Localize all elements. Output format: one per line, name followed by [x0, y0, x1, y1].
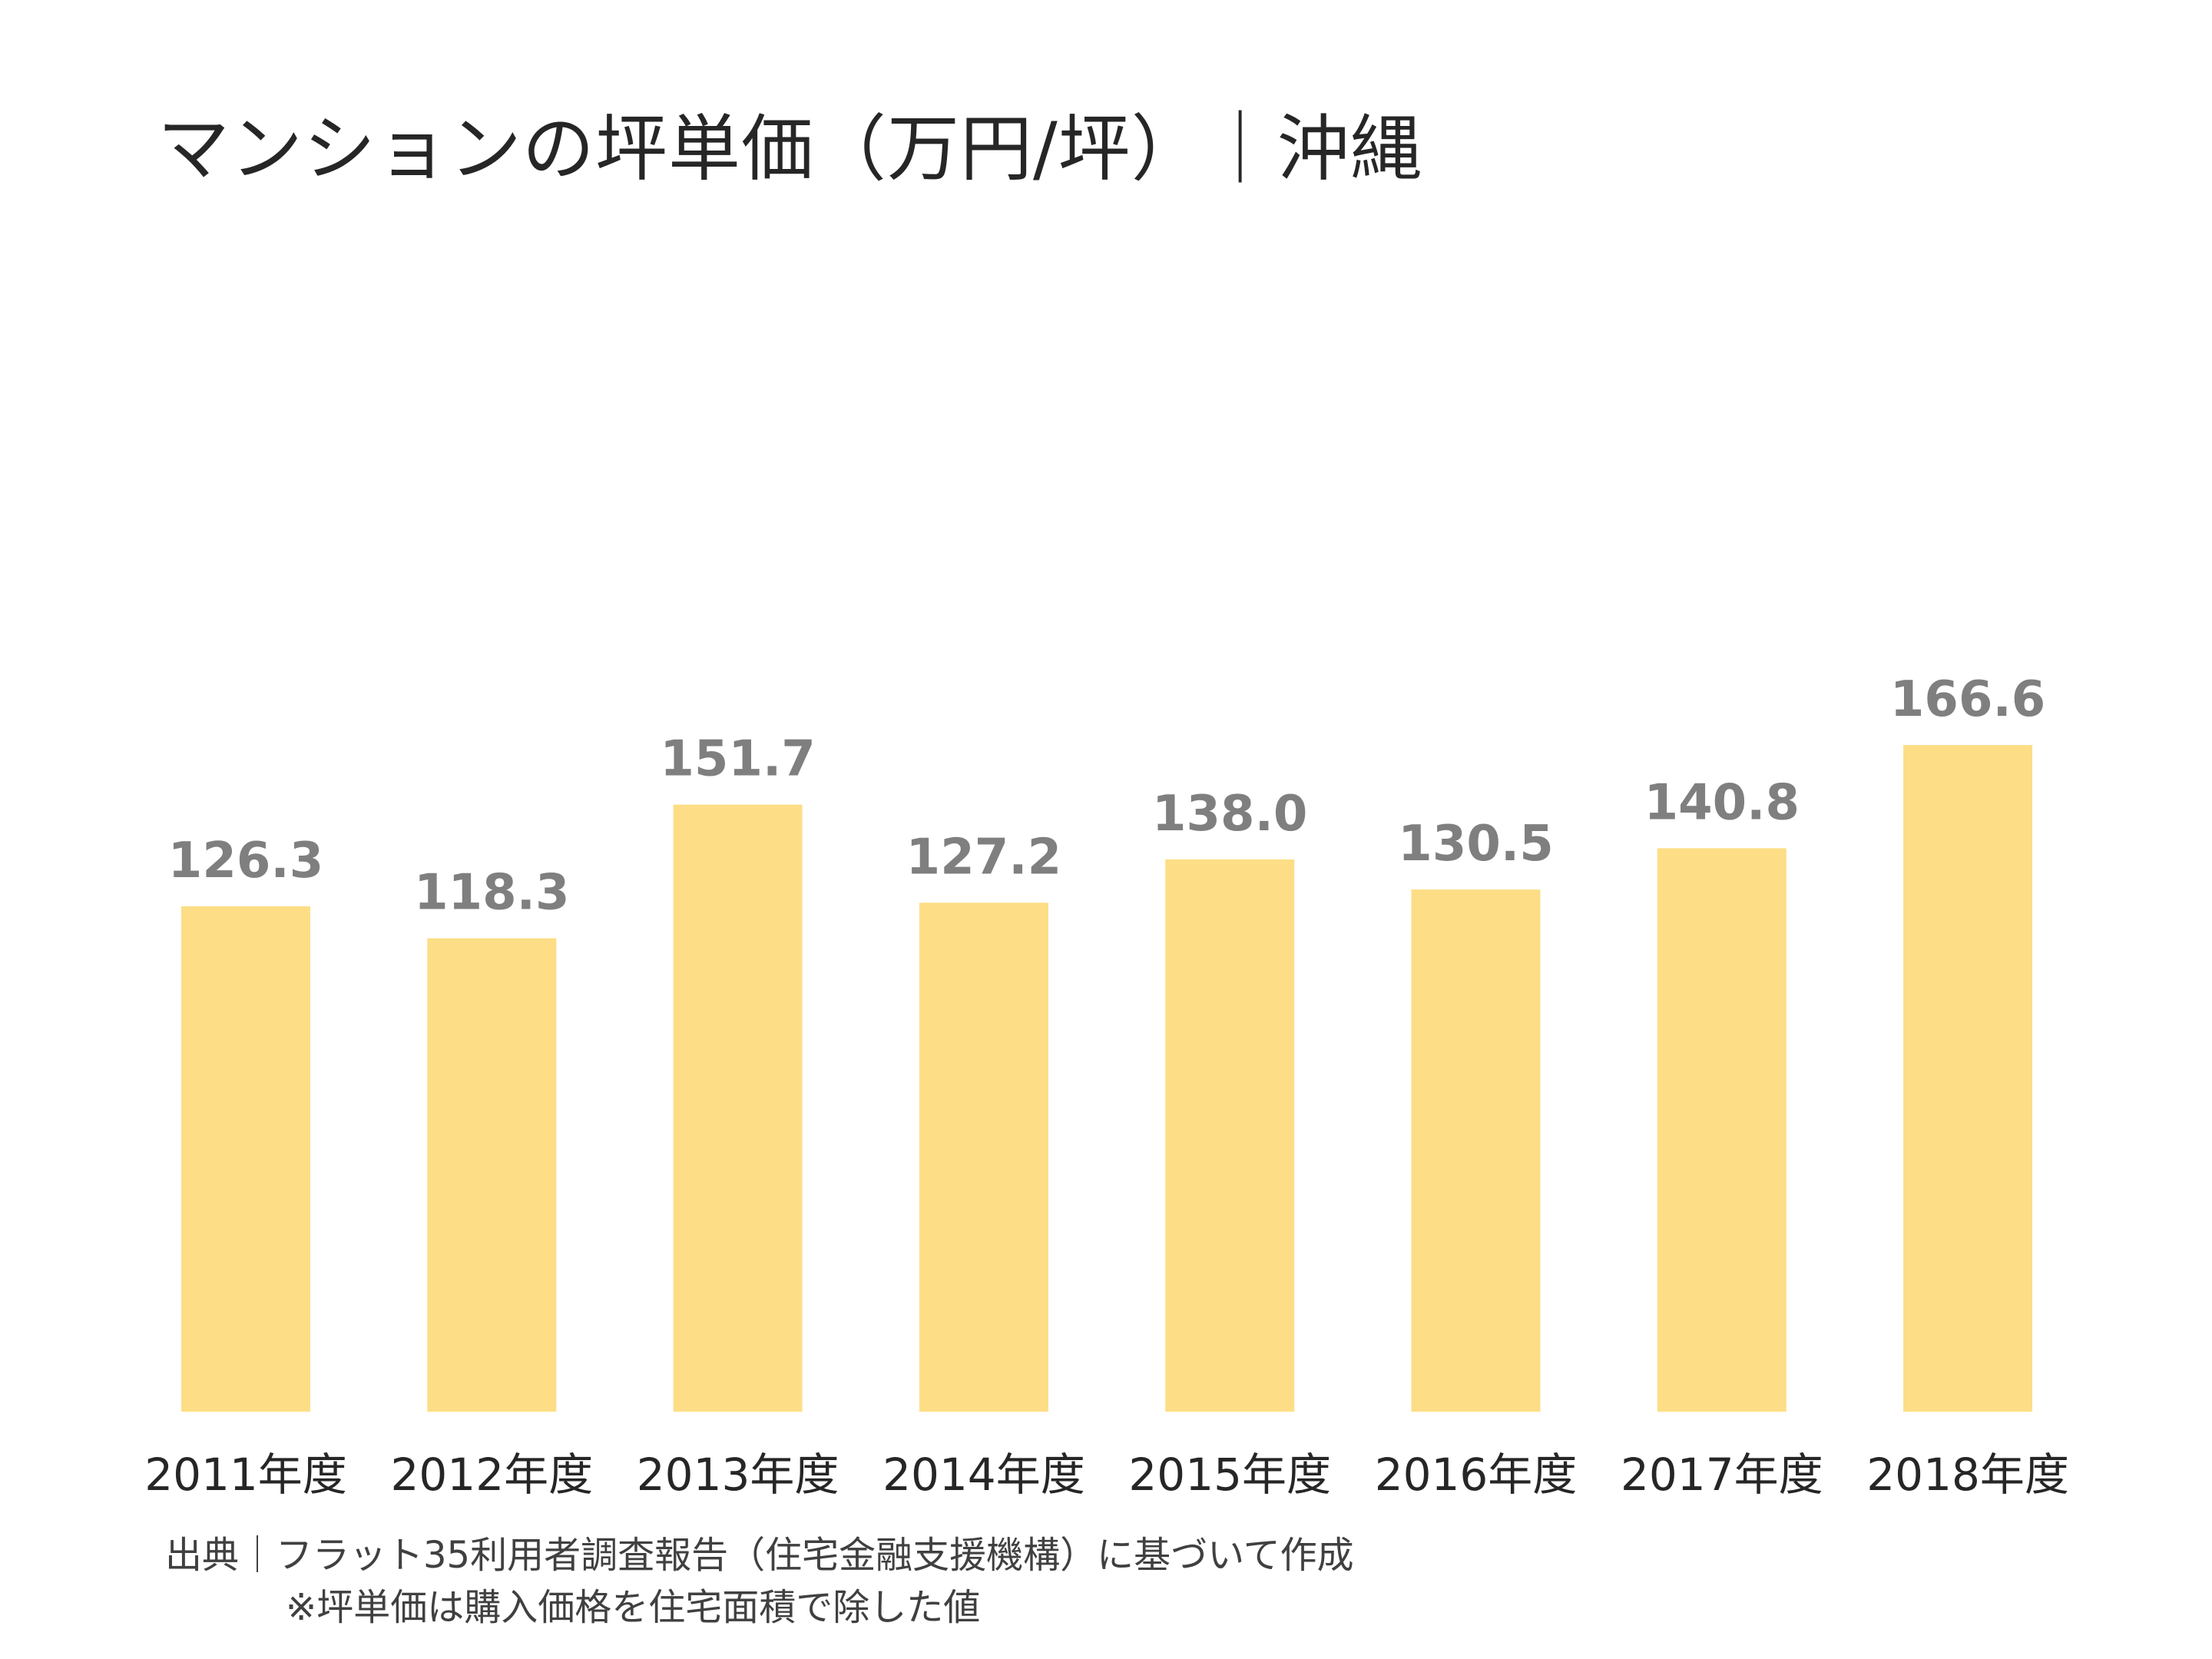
value-label: 118.3: [414, 865, 569, 922]
bar-2014年度: [919, 902, 1048, 1412]
x-tick-label: 2013年度: [637, 1449, 839, 1501]
value-label: 140.8: [1644, 774, 1800, 831]
value-label: 151.7: [660, 731, 815, 788]
x-tick-label: 2012年度: [390, 1449, 593, 1501]
value-labels-layer: 126.3 118.3 151.7 127.2 138.0 130.5 140.8 166.6: [168, 671, 2046, 922]
x-tick-label: 2011年度: [144, 1449, 347, 1501]
bar-2016年度: [1411, 889, 1541, 1412]
source-note: 出典｜フラット35利用者調査報告（住宅金融支援機構）に基づいて作成: [165, 1534, 1354, 1577]
value-label: 138.0: [1152, 786, 1307, 843]
x-tick-label: 2015年度: [1128, 1449, 1331, 1501]
x-tick-label: 2018年度: [1866, 1449, 2069, 1501]
x-tick-labels: 2011年度 2012年度 2013年度 2014年度 2015年度 2016年度 2017…: [144, 1449, 2069, 1501]
x-tick-label: 2014年度: [882, 1449, 1085, 1501]
bar-2017年度: [1657, 848, 1786, 1412]
chart-title: マンションの坪単価（万円/坪）｜沖縄: [157, 108, 1423, 191]
value-label: 127.2: [906, 829, 1061, 886]
x-tick-label: 2016年度: [1375, 1449, 1578, 1501]
bar-2013年度: [673, 804, 803, 1412]
bar-2018年度: [1903, 745, 2033, 1412]
value-label: 166.6: [1890, 671, 2045, 728]
bar-2011年度: [181, 906, 310, 1412]
bar-2015年度: [1165, 859, 1295, 1412]
value-label: 130.5: [1398, 816, 1553, 873]
x-tick-label: 2017年度: [1621, 1449, 1823, 1501]
bar-2012年度: [427, 938, 557, 1412]
footnote: ※坪単価は購入価格を住宅面積で除した値: [286, 1586, 981, 1629]
value-label: 126.3: [168, 833, 323, 889]
bars-layer: [181, 745, 2033, 1412]
